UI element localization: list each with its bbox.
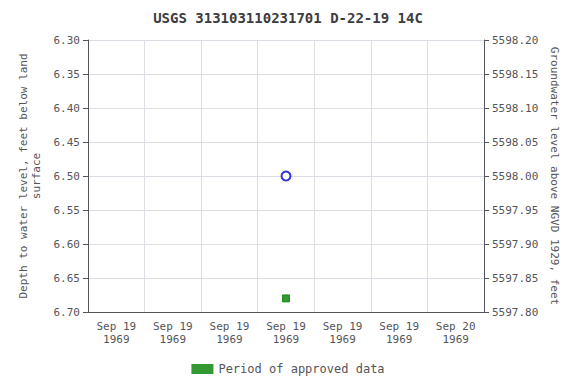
svg-text:Sep 19: Sep 19 — [379, 320, 419, 333]
svg-text:6.35: 6.35 — [54, 68, 81, 81]
svg-text:USGS 313103110231701 D-22-19 1: USGS 313103110231701 D-22-19 14C — [153, 10, 423, 26]
svg-text:5598.10: 5598.10 — [492, 102, 538, 115]
svg-text:surface: surface — [30, 153, 43, 199]
svg-text:5598.05: 5598.05 — [492, 136, 538, 149]
svg-text:6.70: 6.70 — [54, 306, 81, 319]
svg-text:6.60: 6.60 — [54, 238, 81, 251]
svg-text:5597.80: 5597.80 — [492, 306, 538, 319]
svg-text:Period of approved data: Period of approved data — [218, 362, 384, 376]
svg-text:Sep 19: Sep 19 — [266, 320, 306, 333]
svg-text:6.55: 6.55 — [54, 204, 81, 217]
svg-text:6.50: 6.50 — [54, 170, 81, 183]
svg-text:5598.15: 5598.15 — [492, 68, 538, 81]
svg-text:5597.95: 5597.95 — [492, 204, 538, 217]
svg-text:Sep 19: Sep 19 — [210, 320, 250, 333]
svg-text:6.45: 6.45 — [54, 136, 81, 149]
svg-text:5597.90: 5597.90 — [492, 238, 538, 251]
svg-text:5598.20: 5598.20 — [492, 34, 538, 47]
svg-text:Sep 19: Sep 19 — [96, 320, 136, 333]
svg-text:1969: 1969 — [103, 333, 130, 346]
svg-text:Sep 20: Sep 20 — [436, 320, 476, 333]
svg-text:1969: 1969 — [273, 333, 300, 346]
svg-text:1969: 1969 — [160, 333, 187, 346]
svg-text:5597.85: 5597.85 — [492, 272, 538, 285]
svg-text:Sep 19: Sep 19 — [323, 320, 363, 333]
svg-text:1969: 1969 — [442, 333, 469, 346]
svg-text:Depth to water level, feet bel: Depth to water level, feet below land — [17, 53, 30, 298]
svg-text:5598.00: 5598.00 — [492, 170, 538, 183]
svg-text:6.40: 6.40 — [54, 102, 81, 115]
svg-text:Sep 19: Sep 19 — [153, 320, 193, 333]
svg-text:1969: 1969 — [329, 333, 356, 346]
svg-text:1969: 1969 — [386, 333, 413, 346]
svg-text:6.65: 6.65 — [54, 272, 81, 285]
svg-text:Groundwater level above NGVD 1: Groundwater level above NGVD 1929, feet — [548, 47, 561, 305]
svg-text:6.30: 6.30 — [54, 34, 81, 47]
svg-text:1969: 1969 — [216, 333, 243, 346]
